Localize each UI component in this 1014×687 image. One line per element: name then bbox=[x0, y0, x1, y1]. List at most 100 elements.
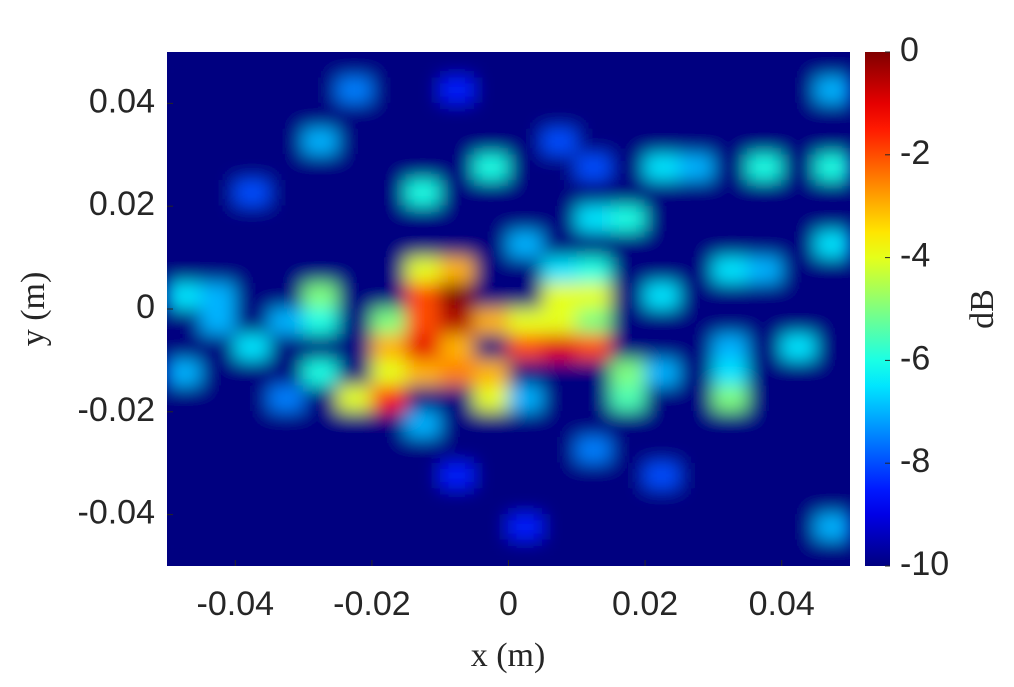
heatmap-cell bbox=[473, 77, 509, 104]
heatmap-cell bbox=[337, 102, 373, 130]
heatmap-cell bbox=[200, 102, 236, 130]
heatmap-cell bbox=[815, 282, 850, 310]
heatmap-cell bbox=[781, 462, 817, 490]
heatmap-cell bbox=[167, 77, 202, 104]
x-tick-label: -0.04 bbox=[197, 585, 275, 623]
heatmap-cell bbox=[439, 52, 475, 79]
heatmap-cell bbox=[610, 514, 646, 541]
heatmap-cell bbox=[268, 385, 305, 413]
heatmap-cell bbox=[371, 154, 407, 181]
heatmap-cell bbox=[747, 77, 783, 104]
heatmap-cell bbox=[781, 411, 817, 438]
heatmap-cell bbox=[576, 462, 612, 490]
heatmap-cell bbox=[167, 308, 202, 336]
x-axis-label: x (m) bbox=[471, 637, 546, 674]
heatmap-cell bbox=[576, 102, 612, 130]
heatmap-cell bbox=[268, 359, 305, 387]
heatmap-cell bbox=[303, 257, 339, 284]
heatmap-cell bbox=[200, 308, 236, 336]
colorbar-label: dB bbox=[964, 289, 1001, 329]
heatmap-cell bbox=[508, 257, 544, 284]
heatmap-cell bbox=[747, 437, 783, 464]
heatmap-cell bbox=[644, 334, 680, 361]
heatmap-cell bbox=[644, 514, 680, 541]
heatmap-cell bbox=[200, 52, 236, 79]
heatmap-cell bbox=[371, 462, 407, 490]
heatmap-cell bbox=[508, 231, 544, 259]
heatmap-cell bbox=[712, 205, 749, 233]
heatmap-cell bbox=[200, 257, 236, 284]
heatmap-cell bbox=[200, 77, 236, 104]
heatmap-cell bbox=[405, 539, 441, 566]
heatmap-cell bbox=[508, 282, 544, 310]
heatmap-cell bbox=[200, 385, 236, 413]
heatmap-cell bbox=[405, 411, 441, 438]
heatmap-cell bbox=[815, 437, 850, 464]
heatmap-cell bbox=[781, 359, 817, 387]
heatmap-cell bbox=[542, 359, 578, 387]
heatmap-cell bbox=[268, 308, 305, 336]
heatmap-cell bbox=[371, 52, 407, 79]
heatmap-cell bbox=[508, 154, 544, 181]
heatmap-cell bbox=[678, 257, 714, 284]
heatmap-cell bbox=[747, 102, 783, 130]
heatmap-cell bbox=[610, 308, 646, 336]
heatmap-cell bbox=[439, 308, 475, 336]
heatmap-cell bbox=[405, 102, 441, 130]
heatmap-cell bbox=[542, 231, 578, 259]
heatmap-cell bbox=[268, 231, 305, 259]
heatmap-cell bbox=[815, 154, 850, 181]
heatmap-cell bbox=[405, 462, 441, 490]
heatmap-cell bbox=[371, 231, 407, 259]
heatmap-cell bbox=[815, 488, 850, 516]
heatmap-cell bbox=[268, 154, 305, 181]
heatmap-cell bbox=[303, 52, 339, 79]
heatmap-cell bbox=[234, 180, 270, 207]
heatmap-cell bbox=[610, 488, 646, 516]
heatmap-cell bbox=[473, 488, 509, 516]
heatmap-cell bbox=[747, 154, 783, 181]
heatmap-cell bbox=[815, 128, 850, 156]
heatmap-cell bbox=[268, 282, 305, 310]
heatmap-cell bbox=[268, 462, 305, 490]
heatmap-cell bbox=[576, 539, 612, 566]
heatmap-cell bbox=[542, 411, 578, 438]
heatmap-cell bbox=[167, 539, 202, 566]
heatmap-cell bbox=[542, 514, 578, 541]
heatmap-cell bbox=[303, 205, 339, 233]
heatmap-cell bbox=[644, 488, 680, 516]
heatmap-cell bbox=[337, 52, 373, 79]
heatmap-cell bbox=[508, 128, 544, 156]
heatmap-cell bbox=[747, 334, 783, 361]
heatmap-cell bbox=[234, 334, 270, 361]
heatmap-cell bbox=[337, 514, 373, 541]
heatmap-cell bbox=[712, 411, 749, 438]
heatmap-cell bbox=[371, 514, 407, 541]
heatmap-cell bbox=[337, 359, 373, 387]
heatmap-cell bbox=[610, 231, 646, 259]
heatmap-cell bbox=[610, 257, 646, 284]
heatmap-cell bbox=[439, 411, 475, 438]
heatmap-cell bbox=[508, 488, 544, 516]
heatmap-cell bbox=[473, 154, 509, 181]
heatmap-cell bbox=[268, 488, 305, 516]
heatmap-cell bbox=[337, 488, 373, 516]
heatmap-cell bbox=[508, 514, 544, 541]
heatmap-cell bbox=[473, 231, 509, 259]
heatmap-cell bbox=[781, 334, 817, 361]
heatmap-cell bbox=[167, 282, 202, 310]
heatmap-cell bbox=[644, 462, 680, 490]
heatmap-cell bbox=[234, 462, 270, 490]
heatmap-cell bbox=[542, 257, 578, 284]
heatmap-cell bbox=[337, 205, 373, 233]
heatmap-cell bbox=[542, 52, 578, 79]
heatmap-cell bbox=[747, 205, 783, 233]
heatmap-cell bbox=[303, 411, 339, 438]
heatmap-cell bbox=[542, 539, 578, 566]
heatmap-cell bbox=[405, 514, 441, 541]
heatmap-cell bbox=[268, 539, 305, 566]
heatmap-cell bbox=[678, 437, 714, 464]
heatmap-cell bbox=[167, 52, 202, 79]
heatmap-cell bbox=[439, 102, 475, 130]
heatmap-cell bbox=[405, 308, 441, 336]
